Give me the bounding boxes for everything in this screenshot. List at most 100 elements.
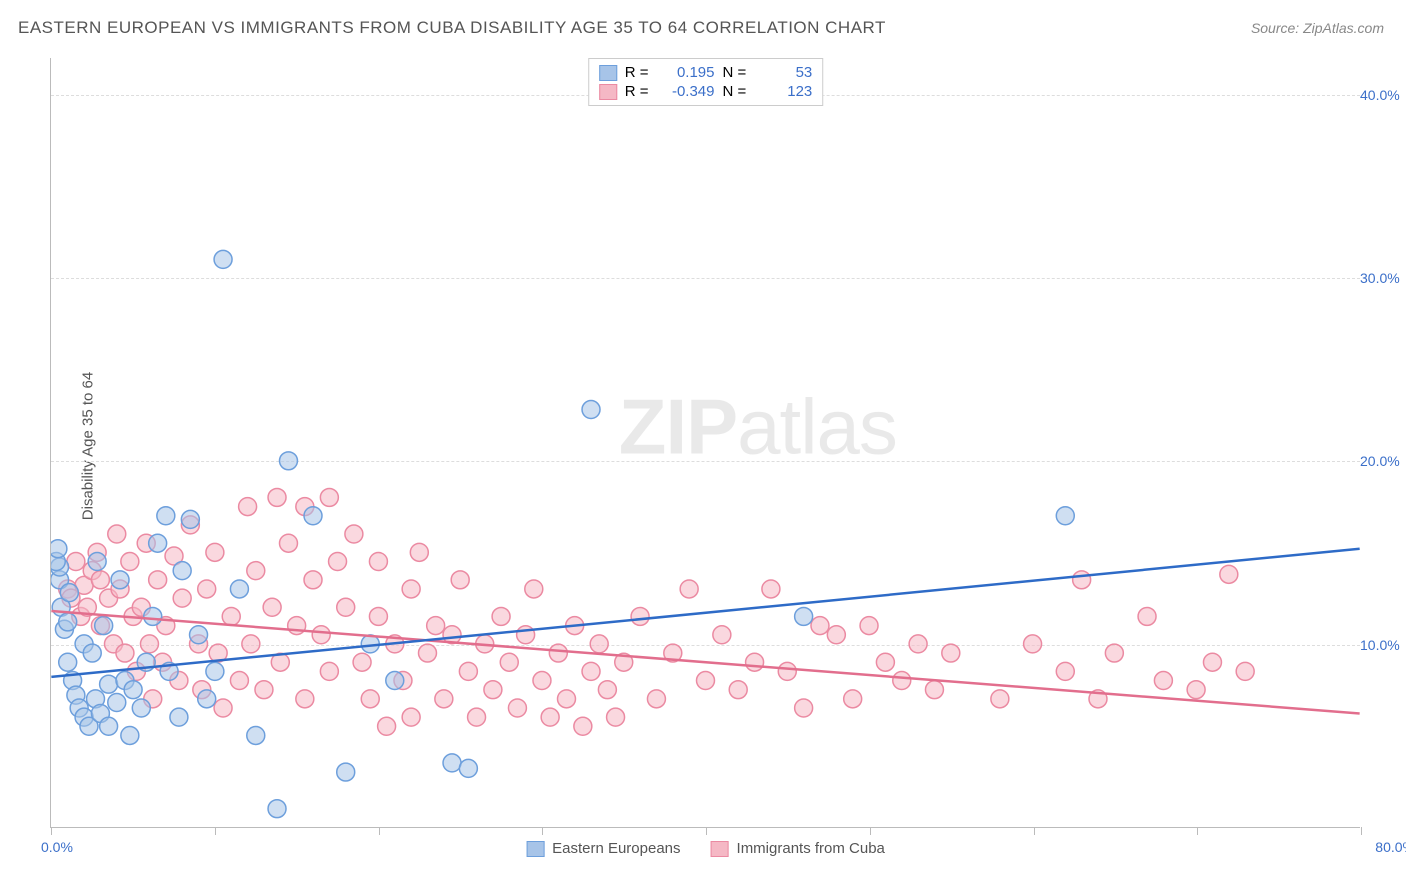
data-point	[116, 644, 134, 662]
data-point	[558, 690, 576, 708]
data-point	[778, 662, 796, 680]
data-point	[239, 498, 257, 516]
data-point	[132, 699, 150, 717]
data-point	[198, 690, 216, 708]
data-point	[762, 580, 780, 598]
data-point	[590, 635, 608, 653]
data-point	[88, 553, 106, 571]
data-point	[144, 607, 162, 625]
data-point	[378, 717, 396, 735]
data-point	[59, 653, 77, 671]
data-point	[304, 507, 322, 525]
data-point	[1056, 662, 1074, 680]
y-tick-label: 10.0%	[1360, 637, 1406, 653]
plot-area: ZIPatlas 10.0%20.0%30.0%40.0% 0.0% 80.0%…	[50, 58, 1360, 828]
data-point	[329, 553, 347, 571]
data-point	[468, 708, 486, 726]
data-point	[121, 726, 139, 744]
data-point	[100, 675, 118, 693]
r-label-pink: R =	[625, 83, 649, 100]
data-point	[500, 653, 518, 671]
chart-title: EASTERN EUROPEAN VS IMMIGRANTS FROM CUBA…	[18, 18, 886, 38]
data-point	[410, 543, 428, 561]
x-tick	[1034, 827, 1035, 835]
data-point	[173, 562, 191, 580]
y-tick-label: 20.0%	[1360, 453, 1406, 469]
data-point	[108, 694, 126, 712]
data-point	[247, 726, 265, 744]
data-point	[827, 626, 845, 644]
data-point	[369, 607, 387, 625]
data-point	[121, 553, 139, 571]
x-tick	[51, 827, 52, 835]
data-point	[190, 626, 208, 644]
r-value-blue: 0.195	[657, 64, 715, 81]
data-point	[320, 662, 338, 680]
data-point	[1220, 565, 1238, 583]
data-point	[1024, 635, 1042, 653]
data-point	[582, 662, 600, 680]
data-point	[91, 571, 109, 589]
source-attribution: Source: ZipAtlas.com	[1251, 20, 1384, 36]
data-point	[517, 626, 535, 644]
data-point	[991, 690, 1009, 708]
legend-item-pink: Immigrants from Cuba	[711, 840, 885, 857]
data-point	[1105, 644, 1123, 662]
data-point	[124, 681, 142, 699]
data-point	[304, 571, 322, 589]
data-point	[1138, 607, 1156, 625]
data-point	[83, 644, 101, 662]
data-point	[647, 690, 665, 708]
data-point	[1203, 653, 1221, 671]
data-point	[508, 699, 526, 717]
x-tick	[1197, 827, 1198, 835]
legend-item-blue: Eastern Europeans	[526, 840, 680, 857]
data-point	[459, 662, 477, 680]
data-point	[255, 681, 273, 699]
data-point	[443, 754, 461, 772]
data-point	[541, 708, 559, 726]
data-point	[435, 690, 453, 708]
x-axis-max-label: 80.0%	[1375, 839, 1406, 855]
x-tick	[215, 827, 216, 835]
data-point	[484, 681, 502, 699]
data-point	[214, 699, 232, 717]
swatch-blue	[599, 65, 617, 81]
swatch-pink-icon	[711, 841, 729, 857]
data-point	[795, 607, 813, 625]
data-point	[746, 653, 764, 671]
r-value-pink: -0.349	[657, 83, 715, 100]
data-point	[100, 717, 118, 735]
swatch-blue-icon	[526, 841, 544, 857]
data-point	[418, 644, 436, 662]
legend-row-pink: R = -0.349 N = 123	[599, 82, 813, 101]
data-point	[386, 672, 404, 690]
n-value-blue: 53	[754, 64, 812, 81]
data-point	[1056, 507, 1074, 525]
r-label-blue: R =	[625, 64, 649, 81]
scatter-svg	[51, 58, 1360, 827]
data-point	[525, 580, 543, 598]
trend-line	[51, 611, 1359, 714]
data-point	[170, 708, 188, 726]
data-point	[279, 452, 297, 470]
x-tick	[379, 827, 380, 835]
data-point	[198, 580, 216, 598]
data-point	[222, 607, 240, 625]
data-point	[574, 717, 592, 735]
data-point	[598, 681, 616, 699]
data-point	[451, 571, 469, 589]
data-point	[459, 759, 477, 777]
data-point	[345, 525, 363, 543]
data-point	[680, 580, 698, 598]
x-tick	[1361, 827, 1362, 835]
n-label-blue: N =	[723, 64, 747, 81]
data-point	[844, 690, 862, 708]
data-point	[893, 672, 911, 690]
data-point	[173, 589, 191, 607]
data-point	[268, 800, 286, 818]
swatch-pink	[599, 84, 617, 100]
data-point	[607, 708, 625, 726]
n-label-pink: N =	[723, 83, 747, 100]
data-point	[427, 617, 445, 635]
